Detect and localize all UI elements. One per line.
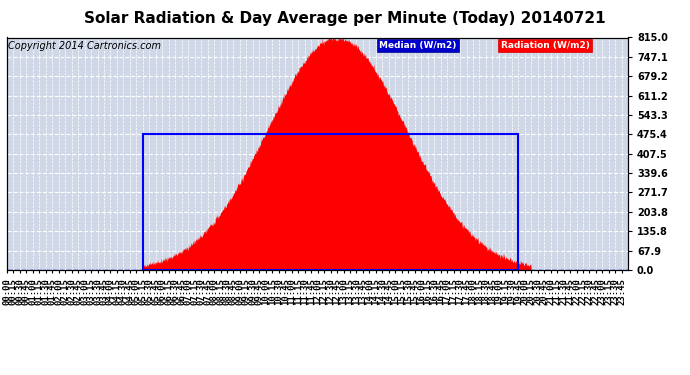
Text: Solar Radiation & Day Average per Minute (Today) 20140721: Solar Radiation & Day Average per Minute… [84,11,606,26]
Bar [143,134,518,270]
Text: Radiation (W/m2): Radiation (W/m2) [500,41,589,50]
Text: Copyright 2014 Cartronics.com: Copyright 2014 Cartronics.com [8,41,161,51]
Text: Median (W/m2): Median (W/m2) [380,41,457,50]
